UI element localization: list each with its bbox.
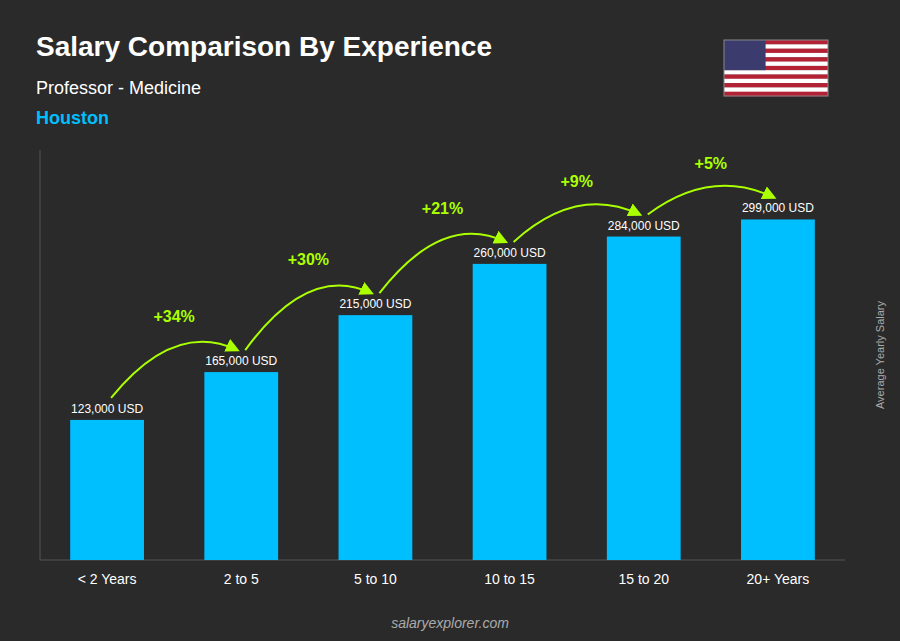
data-label: 215,000 USD [339,297,411,311]
change-arrow [379,234,505,293]
change-label: +5% [695,155,727,172]
data-label: 165,000 USD [205,354,277,368]
flag-border [724,40,828,96]
x-tick-label: < 2 Years [78,571,137,587]
flag-stripe [724,70,828,75]
flag [724,40,828,96]
x-tick-label: 20+ Years [747,571,810,587]
bar [741,219,815,560]
change-label: +30% [288,251,329,268]
flag-stripe [724,79,828,84]
change-arrows: +34% +30% +21% +9% +5% [111,155,774,397]
change-label: +34% [153,308,194,325]
flag-stripe [724,83,828,88]
x-tick-label: 10 to 15 [484,571,535,587]
flag-stripe [724,74,828,79]
flag-canton [724,40,766,70]
change-label: +9% [560,173,592,190]
labels: 123,000 USD 165,000 USD 215,000 USD 260,000… [71,201,814,587]
change-arrow [514,204,640,242]
background [0,0,900,641]
chart: Salary Comparison By Experience Professor… [0,0,900,641]
change-label: +21% [422,200,463,217]
x-axis-line [40,560,845,561]
x-tick-label: 15 to 20 [618,571,669,587]
data-label: 299,000 USD [742,201,814,215]
bar [607,237,681,560]
change-arrow [111,342,237,398]
subtitle: Professor - Medicine [36,78,201,98]
data-label: 123,000 USD [71,402,143,416]
data-label: 284,000 USD [608,219,680,233]
flag-stripe [724,87,828,92]
y-axis-label: Average Yearly Salary [874,300,886,409]
x-tick-label: 2 to 5 [224,571,259,587]
bars [70,219,815,560]
bar [204,372,278,560]
bar [339,315,413,560]
bar [70,420,144,560]
footer: salaryexplorer.com [391,615,509,631]
bar [473,264,547,560]
city: Houston [36,108,109,128]
change-arrow [245,285,371,350]
data-label: 260,000 USD [474,246,546,260]
chart-container: Salary Comparison By Experience Professor… [0,0,900,641]
y-axis-line [40,150,41,560]
title: Salary Comparison By Experience [36,31,492,62]
x-tick-label: 5 to 10 [354,571,397,587]
change-arrow [648,186,774,215]
